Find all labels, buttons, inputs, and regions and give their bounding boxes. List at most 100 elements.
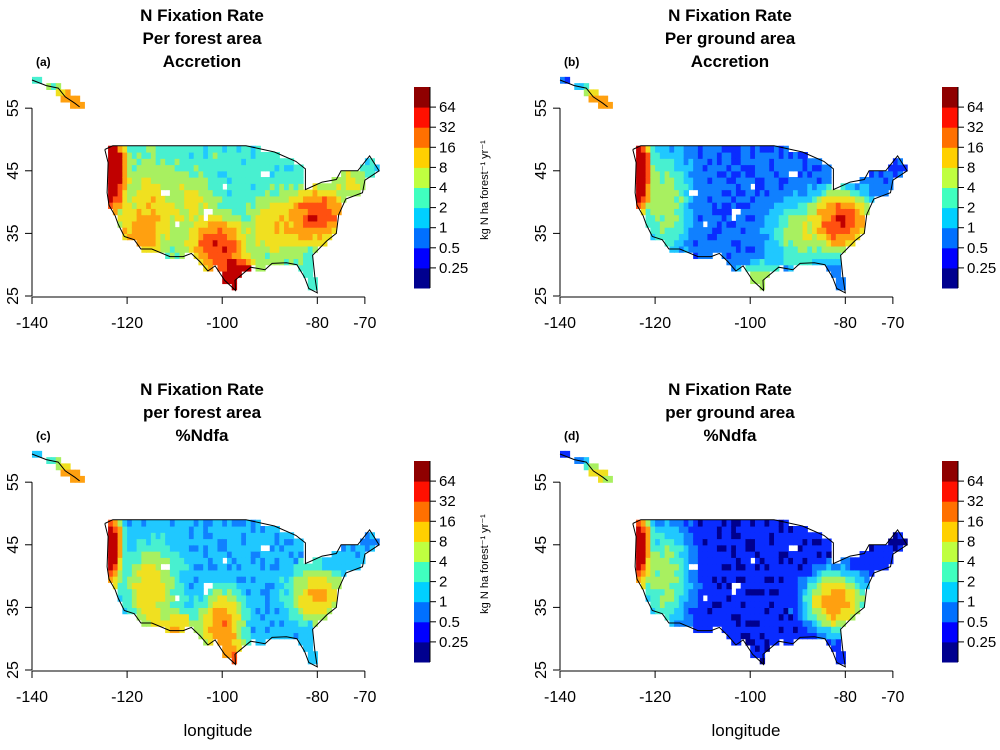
- grid-cell: [754, 220, 761, 228]
- grid-cell: [778, 220, 785, 228]
- grid-cell: [146, 557, 152, 565]
- grid-cell: [174, 551, 181, 558]
- grid-cell: [288, 569, 295, 577]
- grid-cell: [245, 202, 252, 209]
- grid-cell: [122, 576, 128, 583]
- grid-cell: [146, 152, 152, 159]
- grid-cell: [678, 519, 685, 527]
- grid-cell: [222, 177, 228, 184]
- grid-cell: [731, 245, 737, 253]
- grid-cell: [265, 183, 271, 191]
- grid-cell: [165, 607, 171, 615]
- grid-cell: [826, 619, 832, 627]
- grid-cell: [802, 594, 808, 602]
- grid-cell: [816, 544, 823, 552]
- grid-cell: [778, 208, 785, 216]
- grid-cell: [193, 164, 200, 172]
- grid-cell: [255, 582, 261, 590]
- grid-cell: [802, 220, 808, 228]
- grid-cell: [669, 601, 675, 608]
- grid-cell: [854, 557, 861, 565]
- grid-cell: [759, 519, 766, 527]
- grid-cell: [636, 164, 642, 172]
- grid-cell: [141, 538, 147, 546]
- grid-cell: [331, 551, 337, 558]
- grid-cell: [203, 158, 209, 166]
- grid-cell: [726, 601, 732, 608]
- grid-cell: [146, 538, 152, 546]
- grid-cell: [288, 245, 295, 253]
- colorbar-segment: [414, 621, 430, 643]
- grid-cell: [650, 538, 656, 546]
- grid-cell: [754, 245, 761, 253]
- grid-cell: [127, 601, 133, 608]
- grid-cell: [326, 563, 333, 571]
- grid-cell: [217, 638, 223, 646]
- grid-cell: [636, 563, 642, 571]
- grid-cell: [864, 557, 870, 565]
- longitude-tick-label: -80: [834, 315, 857, 332]
- grid-cell: [112, 544, 119, 552]
- grid-cell: [288, 208, 295, 216]
- grid-cell: [169, 164, 176, 172]
- grid-cell: [659, 158, 666, 166]
- grid-cell: [735, 632, 742, 640]
- grid-cell: [821, 613, 827, 621]
- grid-cell: [217, 264, 223, 272]
- grid-cell: [274, 557, 280, 565]
- grid-cell: [65, 463, 71, 471]
- grid-cell: [807, 158, 813, 166]
- grid-cell: [284, 195, 290, 203]
- grid-cell: [802, 189, 808, 197]
- grid-cell: [754, 145, 761, 153]
- grid-cell: [274, 152, 280, 159]
- grid-cell: [645, 557, 651, 565]
- grid-cell: [117, 544, 123, 552]
- grid-cell: [141, 170, 147, 178]
- grid-cell: [759, 526, 766, 533]
- grid-cell: [331, 195, 337, 203]
- grid-cell: [169, 519, 176, 527]
- grid-cell: [888, 177, 894, 184]
- grid-cell: [826, 613, 832, 621]
- grid-cell: [840, 601, 846, 608]
- grid-cell: [303, 594, 309, 602]
- grid-cell: [269, 526, 276, 533]
- grid-cell: [659, 164, 666, 172]
- grid-cell: [797, 158, 804, 166]
- grid-cell: [284, 538, 290, 546]
- grid-cell: [245, 152, 252, 159]
- grid-cell: [759, 202, 766, 209]
- grid-cell: [265, 195, 271, 203]
- grid-cell: [207, 607, 214, 615]
- grid-cell: [707, 227, 713, 234]
- grid-cell: [236, 532, 242, 540]
- colorbar-segment: [942, 481, 958, 502]
- grid-cell: [655, 594, 661, 602]
- grid-cell: [769, 619, 775, 627]
- grid-cell: [640, 563, 647, 571]
- grid-cell: [731, 220, 737, 228]
- grid-cell: [764, 145, 770, 153]
- grid-cell: [245, 532, 252, 540]
- grid-cell: [797, 569, 804, 577]
- colorbar-tick-label: 2: [967, 200, 975, 217]
- grid-cell: [659, 233, 666, 241]
- grid-cell: [160, 532, 166, 540]
- grid-cell: [650, 532, 656, 540]
- grid-cell: [783, 214, 789, 222]
- grid-cell: [650, 220, 656, 228]
- grid-cell: [198, 145, 204, 153]
- grid-cell: [250, 252, 257, 260]
- grid-cell: [184, 183, 190, 191]
- grid-cell: [207, 258, 214, 266]
- grid-cell: [141, 594, 147, 602]
- grid-cell: [198, 195, 204, 203]
- grid-cell: [812, 563, 818, 571]
- grid-cell: [854, 227, 861, 234]
- grid-cell: [778, 607, 785, 615]
- grid-cell: [831, 607, 837, 615]
- grid-cell: [688, 557, 694, 565]
- grid-cell: [769, 588, 775, 596]
- grid-cell: [231, 532, 238, 540]
